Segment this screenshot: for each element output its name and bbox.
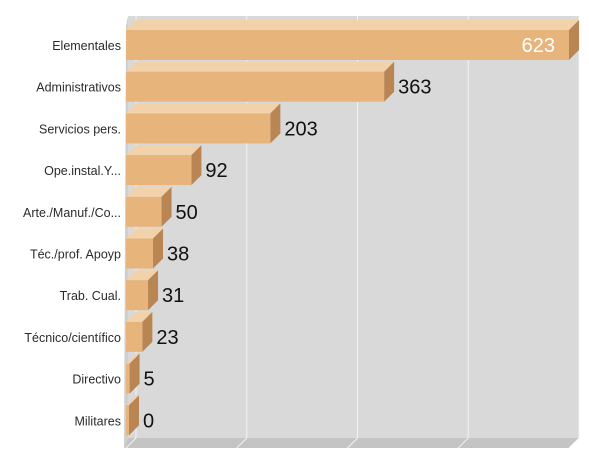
bar-front [126,71,385,102]
floor [124,438,579,448]
bar-front [126,363,130,394]
bar-front [126,321,143,352]
bar-side [384,61,395,102]
bar [126,20,579,60]
gridline-floor [125,437,137,449]
gridline-floor [457,437,469,449]
bar [126,186,172,227]
bar-side [129,395,139,436]
category-label: Arte./Manuf./Co... [23,206,121,220]
value-label: 363 [398,77,431,99]
bar-side [148,270,159,311]
bar [126,311,153,352]
bar-side [569,20,579,60]
value-label: 23 [156,327,178,349]
bar-front [126,238,154,269]
category-label: Téc./prof. Apoyp [30,248,121,262]
value-label: 203 [284,118,317,140]
bar-top [126,61,395,72]
bar-front [126,30,569,60]
gridline-floor [568,437,580,449]
bar-side [161,186,172,227]
bar [126,228,164,269]
bar-top [126,20,579,30]
bar-top [126,395,139,406]
bar-side [153,228,164,269]
category-labels: Elementales Administrativos Servicios pers… [23,39,121,428]
bar-top [126,311,153,322]
value-label: 92 [205,160,227,182]
category-label: Directivo [72,373,121,387]
bar-front [126,280,149,311]
bar-side [191,145,202,186]
value-label: 50 [176,202,198,224]
bar-front [126,155,192,186]
bar-front [126,405,129,436]
bars [126,20,579,436]
bar [126,103,281,144]
bar-top [126,186,172,197]
bar-top [126,353,140,364]
bar [126,61,395,102]
bar-top [126,145,202,156]
bar [126,270,159,311]
category-label: Militares [74,414,121,428]
bar-side [142,311,153,352]
bar [126,395,139,436]
bar-side [129,353,140,394]
value-label: 0 [143,410,154,432]
gridline-floor [236,437,248,449]
bar-side [270,103,281,144]
bar-front [126,113,271,144]
category-label: Servicios pers. [39,122,121,136]
bar-top [126,228,164,239]
bar-top [126,270,159,281]
value-label: 5 [144,369,155,391]
category-label: Elementales [52,39,121,53]
value-label: 38 [167,244,189,266]
bar-front [126,196,162,227]
category-label: Ope.instal.Y... [44,164,121,178]
category-label: Administrativos [36,81,121,95]
value-label: 623 [522,35,555,57]
category-label: Trab. Cual. [60,289,121,303]
bar-top [126,103,281,114]
bar [126,353,140,394]
value-label: 31 [162,285,184,307]
bar [126,145,202,186]
category-label: Técnico/científico [24,331,121,345]
gridline-floor [347,437,358,449]
